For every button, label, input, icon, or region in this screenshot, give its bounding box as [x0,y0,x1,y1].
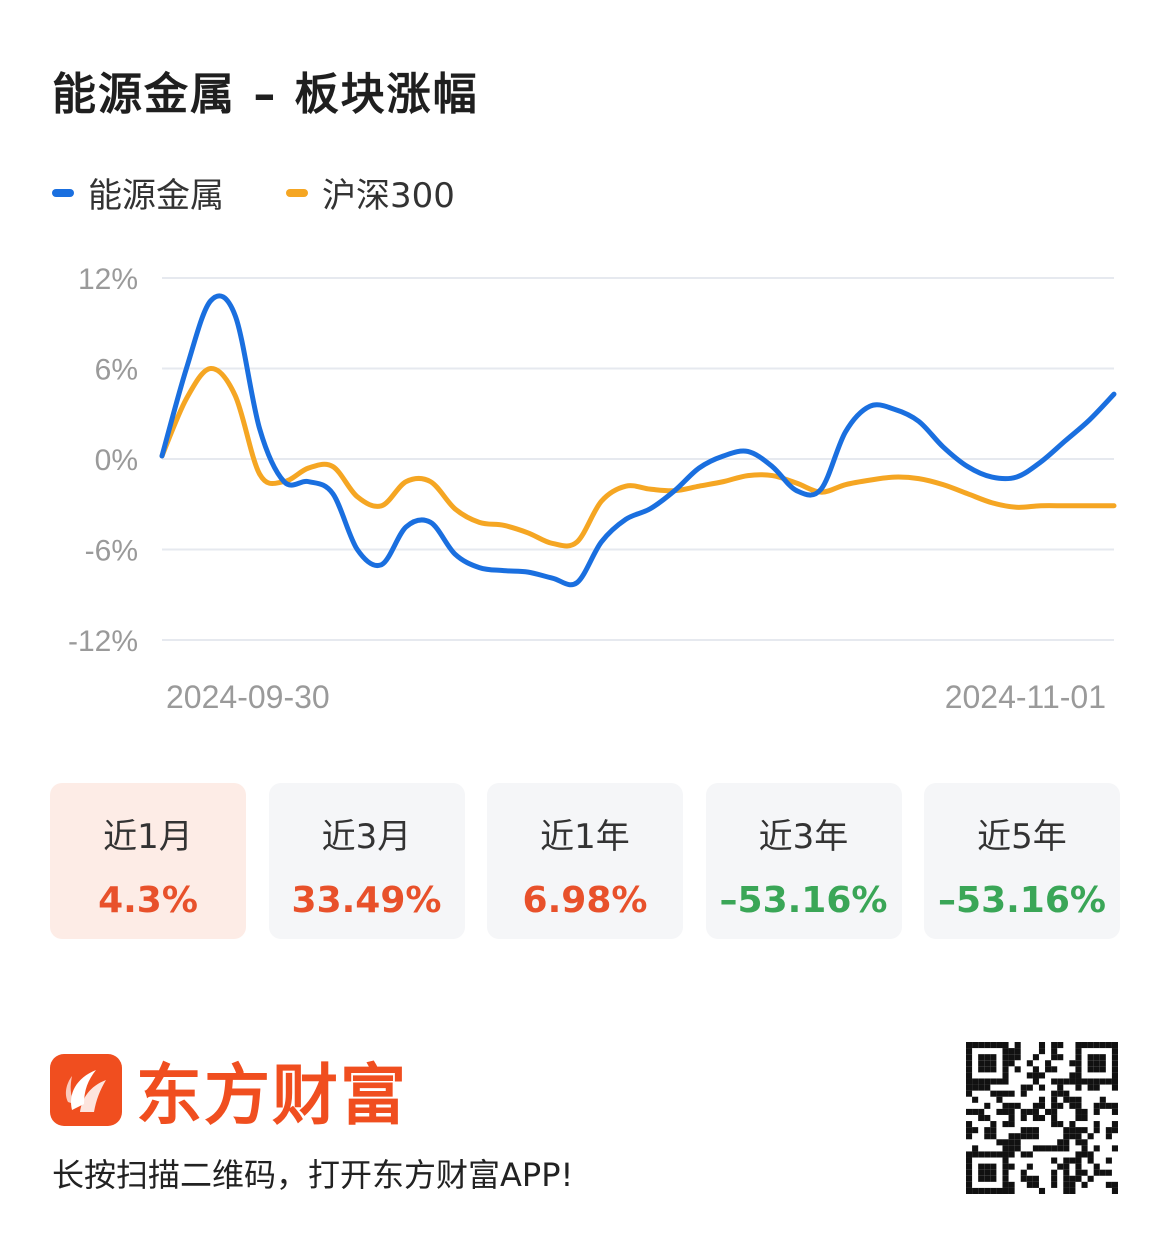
period-value: 6.98% [522,880,648,921]
legend-item-sector: 能源金属 [52,168,224,217]
y-tick-label: -12% [68,625,138,658]
legend-swatch-hs300 [286,188,308,197]
series-line-sector [159,293,1117,588]
period-card-3y[interactable]: 近3年 –53.16% [705,783,902,939]
period-label: 近5年 [977,817,1067,857]
brand-name: 东方财富 [136,1057,408,1134]
eastmoney-logo-icon [50,1054,122,1126]
x-tick-label: 2024-09-30 [166,679,330,715]
period-value: –53.16% [938,880,1106,921]
brand-logo: 东方财富 [50,1042,408,1138]
period-card-1m[interactable]: 近1月 4.3% [50,783,246,939]
y-tick-label: -6% [85,535,138,568]
period-card-3m[interactable]: 近3月 33.49% [268,783,465,939]
series-line-hs300 [159,366,1117,549]
y-tick-label: 12% [78,263,138,296]
period-label: 近3年 [758,817,849,857]
legend-label-hs300: 沪深300 [322,176,455,216]
period-value: 4.3% [98,880,198,921]
legend-swatch-sector [52,188,74,197]
period-card-5y[interactable]: 近5年 –53.16% [924,783,1120,939]
period-label: 近1月 [103,817,193,857]
period-value: 33.49% [291,880,442,921]
x-tick-label: 2024-11-01 [945,679,1106,715]
period-value: –53.16% [719,880,888,921]
period-cards: 近1月 4.3% 近3月 33.49% 近1年 6.98% 近3年 –53.16… [50,783,1120,939]
qr-code-icon [966,1042,1118,1194]
chart-legend: 能源金属 沪深300 [52,168,517,217]
line-chart: 12% 6% 0% -6% -12% 2024-09-30 2024-11-01 [68,263,1117,715]
chart-title: 能源金属 – 板块涨幅 [52,69,479,120]
period-label: 近1年 [540,817,630,857]
legend-label-sector: 能源金属 [88,176,224,216]
period-label: 近3月 [321,817,412,857]
y-tick-label: 6% [95,354,138,387]
y-tick-label: 0% [95,444,138,477]
legend-item-hs300: 沪深300 [286,168,455,217]
period-card-1y[interactable]: 近1年 6.98% [487,783,683,939]
footer-text: 长按扫描二维码，打开东方财富APP! [52,1156,574,1194]
